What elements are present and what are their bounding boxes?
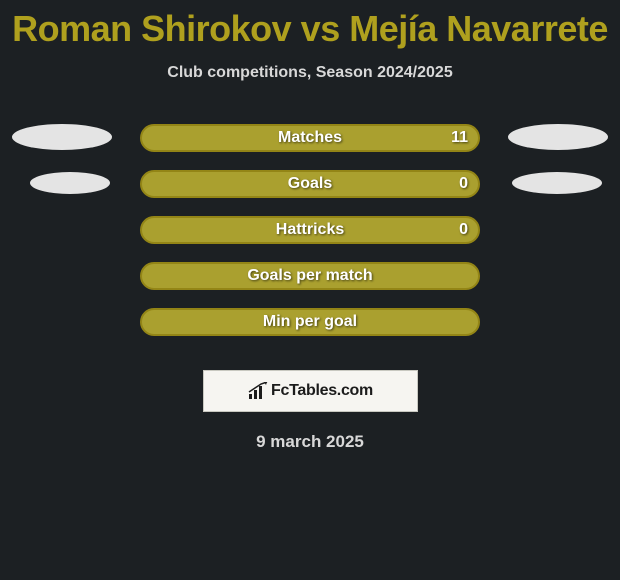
stat-label: Hattricks [276, 221, 344, 239]
stat-label: Min per goal [263, 313, 357, 331]
comparison-subtitle: Club competitions, Season 2024/2025 [0, 64, 620, 82]
stats-container: Matches 11 Goals 0 Hattricks 0 Goals per… [0, 124, 620, 354]
chart-icon [247, 382, 269, 400]
stat-bar: Min per goal [140, 308, 480, 336]
footer-date: 9 march 2025 [0, 432, 620, 452]
logo-text: FcTables.com [271, 382, 373, 400]
stat-row-gpm: Goals per match [0, 262, 620, 308]
logo-content: FcTables.com [247, 382, 373, 400]
logo-box[interactable]: FcTables.com [203, 370, 418, 412]
stat-row-mpg: Min per goal [0, 308, 620, 354]
comparison-title: Roman Shirokov vs Mejía Navarrete [0, 0, 620, 50]
stat-bar: Goals 0 [140, 170, 480, 198]
stat-value: 11 [451, 129, 468, 147]
stat-value: 0 [459, 221, 468, 239]
ellipse-right [508, 124, 608, 150]
stat-bar: Matches 11 [140, 124, 480, 152]
stat-row-goals: Goals 0 [0, 170, 620, 216]
stat-bar: Hattricks 0 [140, 216, 480, 244]
stat-row-hattricks: Hattricks 0 [0, 216, 620, 262]
stat-row-matches: Matches 11 [0, 124, 620, 170]
stat-label: Goals [288, 175, 332, 193]
ellipse-right [512, 172, 602, 194]
ellipse-left [30, 172, 110, 194]
stat-value: 0 [459, 175, 468, 193]
ellipse-left [12, 124, 112, 150]
stat-label: Goals per match [247, 267, 372, 285]
stat-bar: Goals per match [140, 262, 480, 290]
stat-label: Matches [278, 129, 342, 147]
